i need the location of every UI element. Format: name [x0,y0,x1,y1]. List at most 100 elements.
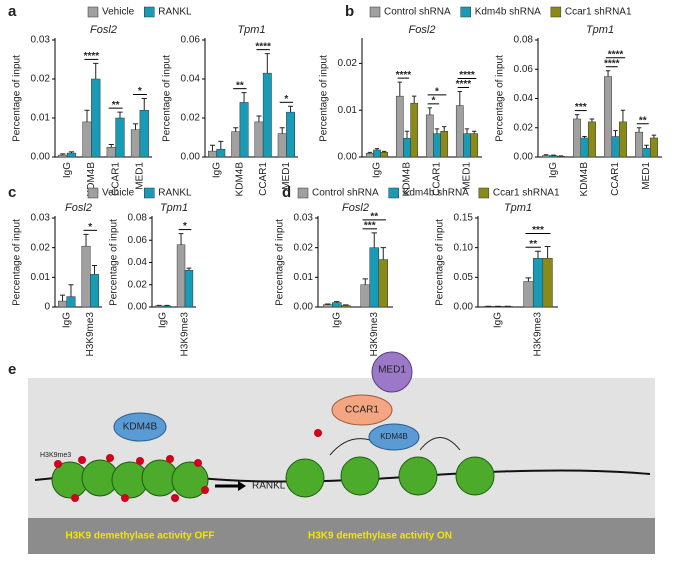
significance-label: *** [575,102,587,113]
x-tick-label: H3K9me3 [85,312,96,357]
y-tick-label: 0.04 [128,257,148,268]
legend-swatch [479,188,489,198]
y-axis-label: Percentage of input [12,219,23,306]
y-tick-label: 0.02 [31,242,51,253]
bar [341,306,350,307]
y-axis-label: Percentage of input [495,55,506,142]
bar [373,150,380,157]
error-bar [157,305,162,306]
y-axis-label: Percentage of input [435,219,446,306]
error-bar [398,82,402,96]
bar [116,118,125,157]
significance-label: **** [608,49,624,60]
x-tick-label: H3K9me3 [369,312,380,357]
y-tick-label: 0.10 [454,242,474,253]
significance-label: **** [84,51,100,62]
error-bar [652,135,656,138]
bar [471,134,478,157]
bar [643,148,650,157]
error-bar [405,131,409,138]
bar [370,248,379,307]
bar [433,134,440,157]
legend-label: Kdm4b shRNA [403,188,469,199]
y-tick-label: 0.03 [31,213,51,224]
error-bar [218,141,223,149]
x-tick-label: MED1 [135,162,146,190]
bar [131,130,140,157]
bar [524,281,534,307]
y-tick-label: 0 [44,302,50,313]
legend-swatch [88,7,98,17]
legend-swatch [389,188,399,198]
error-bar [363,279,368,285]
y-tick-label: 0.06 [128,235,148,246]
bar [573,119,580,157]
error-bar [68,285,73,297]
y-axis-label: Percentage of input [275,219,286,306]
y-axis-label: Percentage of input [319,55,330,142]
bar [255,122,263,157]
x-tick-label: IgG [493,312,504,328]
significance-label: **** [396,70,412,81]
significance-label: **** [459,70,475,81]
bar [550,156,557,157]
error-bar [613,131,617,137]
panel-letter: a [8,3,17,20]
bar [67,297,75,307]
bar [604,77,611,157]
chart-title: Fosl2 [409,24,436,36]
error-bar [265,54,270,74]
bar [533,258,543,307]
y-tick-label: 0.00 [181,152,201,163]
significance-label: ** [236,80,244,91]
bar [82,246,90,307]
legend-swatch [370,7,380,17]
error-bar [372,233,377,248]
legend-label: Control shRNA [312,188,379,199]
y-tick-label: 0.01 [31,272,51,283]
x-tick-label: MED1 [641,162,652,190]
nucleosomes-off [52,460,208,498]
y-tick-label: 0.02 [338,58,358,69]
y-tick-label: 0.00 [31,152,51,163]
legend-swatch [144,188,154,198]
error-bar [545,246,551,258]
y-axis-label: Percentage of input [12,55,23,142]
y-tick-label: 0.00 [294,302,314,313]
x-tick-label: KDM4B [235,162,246,197]
bar [588,122,595,157]
error-bar [242,93,247,103]
y-tick-label: 0.01 [338,105,358,116]
error-bar [621,110,625,122]
legend-label: Control shRNA [384,7,451,18]
bar [543,258,553,307]
x-tick-label: IgG [211,162,222,178]
diagram: H3K9 demethylase activity OFF H3K9 demet… [8,352,655,554]
y-tick-label: 0.06 [514,64,534,75]
error-bar [644,145,648,148]
error-bar [442,127,446,132]
chart-title: Fosl2 [65,202,92,214]
y-axis-label: Percentage of input [109,219,120,306]
bar [557,156,564,157]
error-bar [210,145,215,151]
x-tick-label: IgG [372,162,383,178]
y-tick-label: 0.05 [454,272,474,283]
y-tick-label: 0.00 [514,152,534,163]
error-bar [256,116,261,122]
x-tick-label: MED1 [462,162,473,190]
bar [619,122,626,157]
y-tick-label: 0.00 [128,302,148,313]
legend-label: Vehicle [102,188,135,199]
x-tick-label: IgG [158,312,169,328]
bar [208,151,216,157]
chart-title: Tpm1 [237,24,265,36]
x-tick-label: CCAR1 [258,162,269,196]
error-bar [109,145,114,148]
x-tick-label: H3K9me3 [180,312,191,357]
legend-label: RANKL [158,188,192,199]
bar [58,301,66,307]
error-bar [590,119,594,122]
y-tick-label: 0.01 [294,272,314,283]
significance-label: * [284,94,288,105]
